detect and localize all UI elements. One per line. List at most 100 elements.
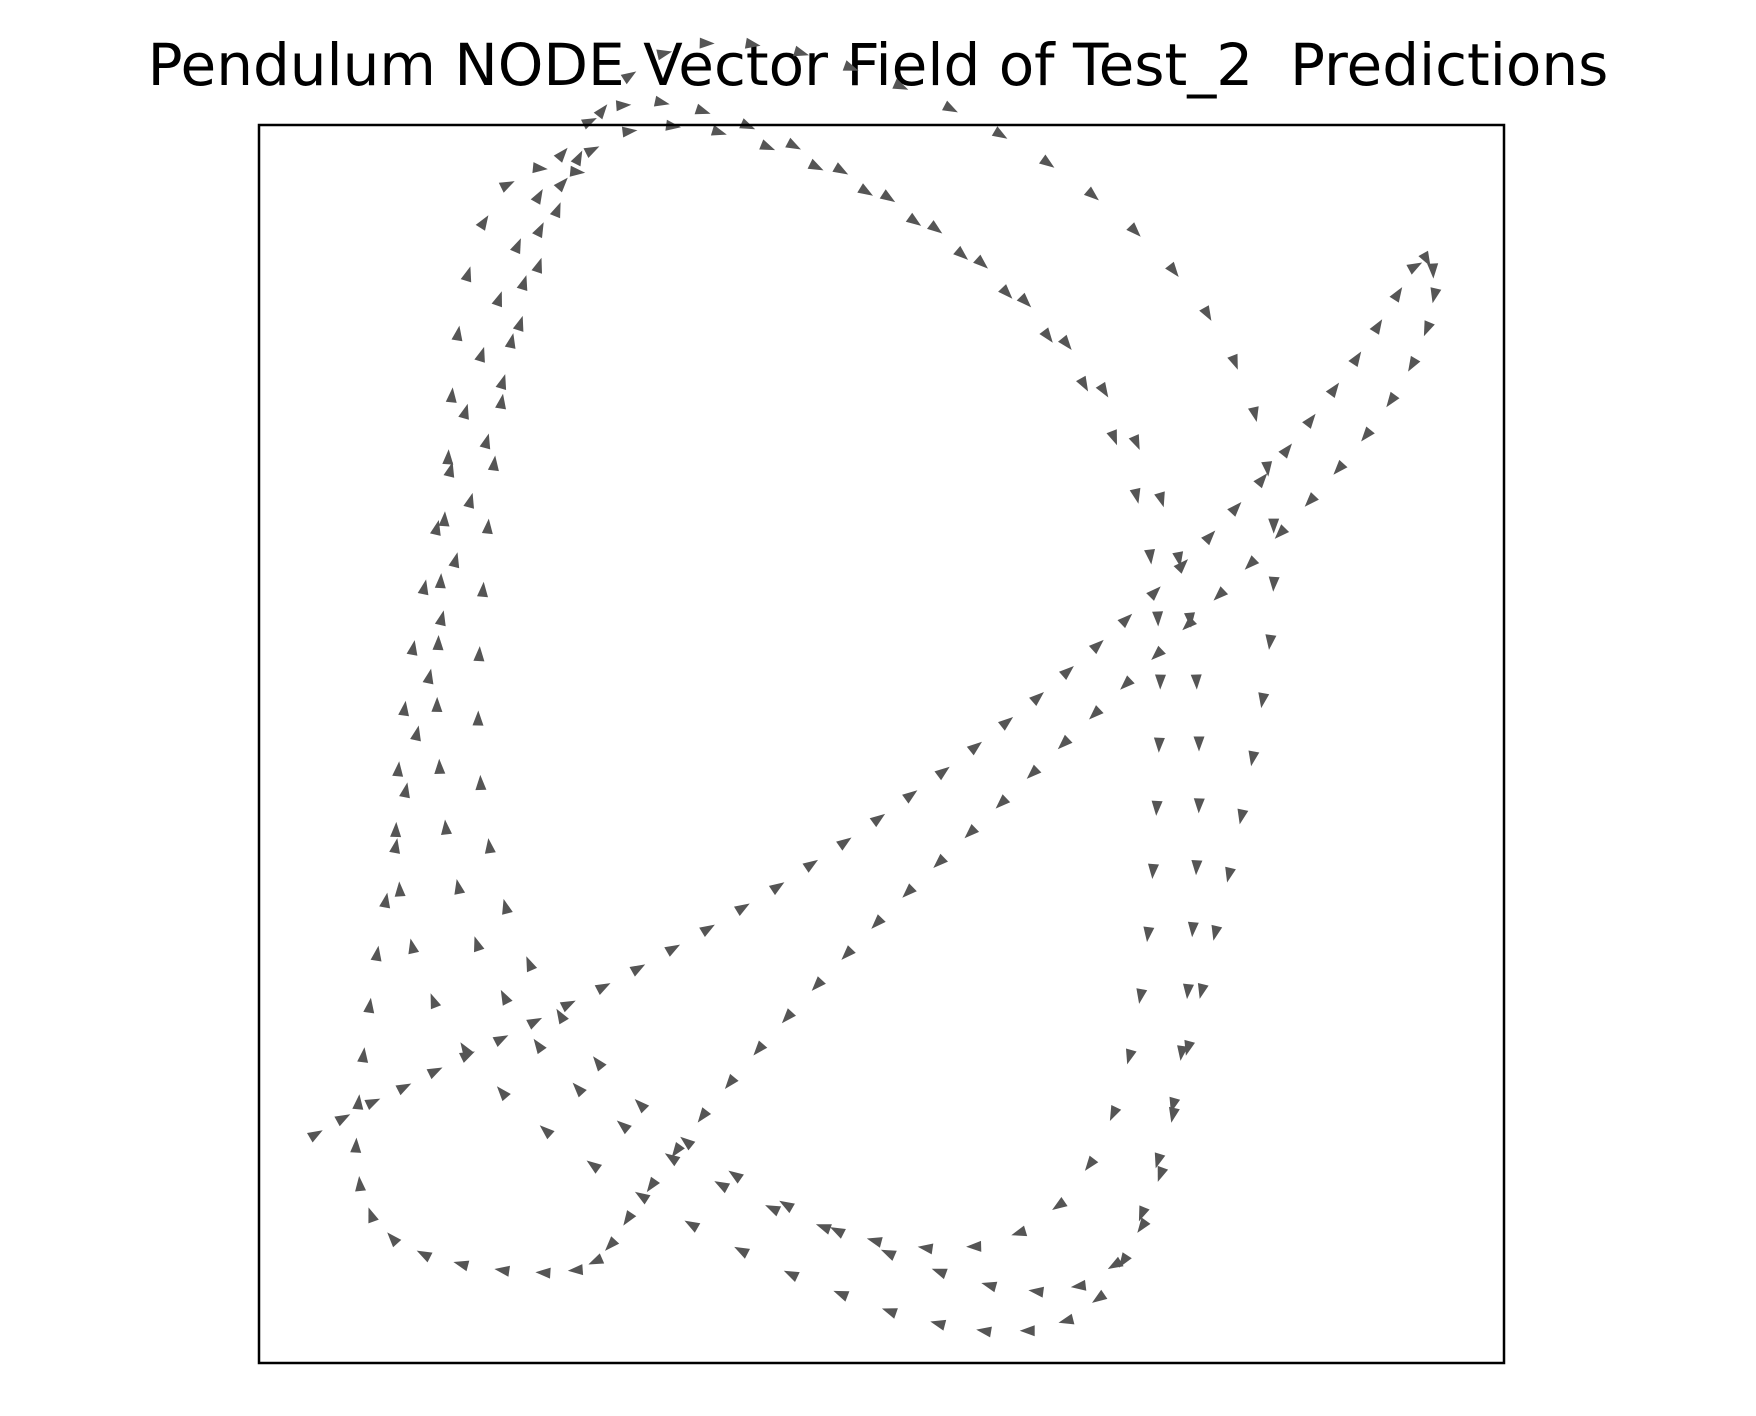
vector-arrow	[1019, 1325, 1035, 1337]
vector-arrow	[1248, 406, 1259, 422]
vector-arrow	[802, 859, 818, 873]
vector-arrow	[399, 782, 410, 799]
vector-arrow	[976, 1326, 992, 1338]
vector-arrow	[734, 903, 750, 916]
vector-arrow	[434, 610, 446, 627]
vector-arrow	[406, 640, 418, 656]
vector-arrow	[753, 1040, 768, 1056]
vector-arrow	[871, 914, 886, 929]
vector-arrow	[494, 1265, 510, 1277]
vector-arrow	[1302, 413, 1316, 429]
vector-arrow	[866, 1237, 883, 1248]
vector-arrow	[1430, 287, 1442, 304]
vector-arrow	[355, 1176, 366, 1192]
vector-arrow	[431, 696, 443, 712]
vector-arrow	[1126, 222, 1141, 237]
vector-arrow	[484, 838, 496, 854]
vector-arrow	[1304, 492, 1319, 507]
vector-arrow	[1418, 250, 1431, 267]
plot-frame	[257, 123, 1506, 1365]
vector-arrow	[768, 882, 785, 896]
vector-arrow	[714, 1181, 731, 1194]
vector-arrow	[395, 1083, 412, 1096]
vector-arrow	[1268, 576, 1280, 592]
vector-arrow	[1107, 1256, 1124, 1269]
vector-arrow	[1136, 988, 1148, 1004]
vector-arrow	[531, 257, 542, 274]
vector-arrow	[463, 492, 474, 509]
vector-arrow	[1137, 1217, 1151, 1233]
vector-arrow	[1408, 355, 1421, 372]
vector-arrow	[586, 1160, 602, 1174]
vector-arrow	[1177, 1045, 1188, 1061]
vector-arrow	[475, 774, 487, 791]
vector-arrow	[398, 700, 409, 717]
vector-arrow	[504, 333, 516, 349]
vector-arrow	[502, 898, 513, 915]
vector-arrow	[646, 1176, 660, 1193]
vector-arrow	[605, 1236, 620, 1251]
vector-arrow	[1369, 319, 1383, 335]
vector-arrow	[535, 1267, 551, 1279]
vector-arrow	[1211, 924, 1223, 941]
vector-arrow	[1088, 639, 1104, 655]
vector-arrow	[510, 238, 521, 255]
vector-arrow	[479, 433, 491, 450]
vector-arrow	[902, 790, 918, 804]
vector-arrow	[942, 100, 958, 113]
vector-arrow	[1157, 1165, 1169, 1182]
vector-arrow	[1153, 737, 1165, 753]
vector-arrow	[1183, 983, 1194, 1000]
vector-arrow	[1386, 391, 1400, 408]
chart-title: Pendulum NODE Vector Field of Test_2 Pre…	[147, 31, 1609, 99]
vector-arrow	[1028, 1286, 1044, 1298]
vector-arrow	[699, 37, 715, 49]
vector-arrow	[569, 165, 586, 177]
vector-arrow	[368, 1207, 379, 1224]
vector-arrow	[1026, 764, 1042, 779]
vector-arrow	[964, 824, 980, 839]
vector-arrow	[364, 1098, 381, 1110]
vector-arrow	[991, 126, 1008, 139]
vector-arrow	[441, 819, 452, 835]
vector-arrow	[350, 1137, 362, 1153]
vector-arrow	[1154, 491, 1165, 508]
vector-arrow	[460, 266, 472, 283]
vector-arrow	[392, 761, 404, 777]
vector-arrow	[779, 1200, 795, 1214]
vector-arrow	[934, 766, 950, 781]
vector-arrow	[496, 1086, 511, 1102]
vector-arrow	[1126, 1048, 1137, 1065]
vector-arrow	[553, 177, 568, 193]
vector-arrow	[556, 1008, 569, 1025]
vector-arrow	[656, 49, 673, 61]
vector-arrow	[1011, 1225, 1028, 1237]
vector-arrow	[370, 945, 382, 962]
vector-arrow	[1213, 586, 1229, 601]
vector-arrow	[460, 1042, 474, 1058]
vector-arrow	[422, 668, 434, 685]
vector-arrow	[472, 710, 484, 726]
vector-arrow	[1225, 866, 1236, 883]
vector-arrow	[1155, 674, 1166, 690]
vector-arrow	[443, 461, 455, 478]
vector-arrow	[394, 881, 406, 897]
vector-arrow	[781, 1008, 796, 1024]
vector-arrow	[559, 1000, 576, 1013]
vector-arrow	[532, 162, 548, 174]
vector-arrow	[811, 976, 826, 991]
vector-arrow	[1261, 461, 1273, 477]
vector-arrow	[765, 1205, 782, 1217]
vector-arrow	[1083, 186, 1099, 201]
arrows-layer	[307, 37, 1442, 1338]
vector-arrow	[793, 45, 809, 57]
vector-arrow	[1059, 666, 1074, 680]
vector-arrow	[981, 1281, 998, 1293]
vector-arrow	[481, 518, 493, 535]
vector-arrow	[438, 511, 450, 527]
vector-arrow	[710, 125, 727, 136]
vector-arrow	[487, 455, 499, 472]
vector-arrow	[684, 1220, 701, 1233]
vector-arrow	[530, 189, 543, 205]
vector-arrow	[434, 573, 446, 589]
